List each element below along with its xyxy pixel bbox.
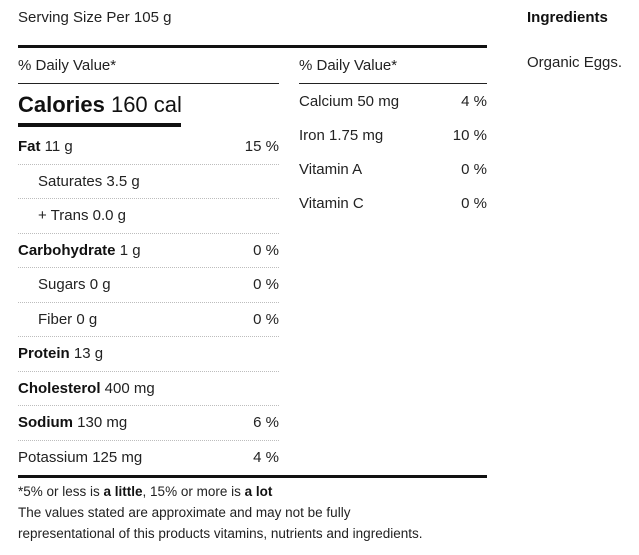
ingredients-title: Ingredients <box>527 9 608 26</box>
nutrient-amount: 130 mg <box>73 414 128 432</box>
footnote-line-2: The values stated are approximate and ma… <box>18 505 351 520</box>
calories-value: 160 cal <box>110 92 182 117</box>
footnote-lot: a lot <box>244 484 273 499</box>
nutrient-row: Fat 11 g 15 % <box>18 130 279 165</box>
calories-label: Calories <box>18 92 105 117</box>
nutrient-bold-label: Cholesterol <box>18 379 101 397</box>
right-column: % Daily Value* Calcium 50 mg 4 % Iron 1.75… <box>299 48 487 220</box>
left-column: % Daily Value* Calories 160 cal Fat 11 g… <box>18 48 279 475</box>
mineral-row: Calcium 50 mg 4 % <box>299 84 487 118</box>
calories-row: Calories 160 cal <box>18 84 279 127</box>
footnote-little: a little <box>103 484 143 499</box>
nutrient-bold-label: Sodium <box>18 414 73 432</box>
nutrient-bold-label: Carbohydrate <box>18 241 116 259</box>
nutrient-list: Fat 11 g 15 % Saturates 3.5 g + Trans 0.0 g… <box>18 130 279 475</box>
serving-size: Serving Size Per 105 g <box>18 9 172 26</box>
nutrient-name: Carbohydrate 1 g <box>18 242 141 259</box>
nutrient-amount: + Trans 0.0 g <box>38 207 126 225</box>
nutrient-percent: 0 % <box>253 241 279 259</box>
daily-value-header-right: % Daily Value* <box>299 48 487 84</box>
nutrient-name: Fiber 0 g <box>18 311 97 328</box>
nutrient-row: + Trans 0.0 g <box>18 199 279 234</box>
footnote-line-3: representational of this products vitami… <box>18 526 423 541</box>
nutrient-name: Saturates 3.5 g <box>18 173 140 190</box>
nutrient-row: Sugars 0 g 0 % <box>18 268 279 303</box>
nutrient-name: Fat 11 g <box>18 138 73 155</box>
mineral-list: Calcium 50 mg 4 % Iron 1.75 mg 10 % Vitamin … <box>299 84 487 220</box>
mineral-name: Vitamin A <box>299 160 363 178</box>
nutrient-row: Saturates 3.5 g <box>18 165 279 199</box>
mineral-name: Iron 1.75 mg <box>299 126 384 144</box>
mineral-row: Vitamin C 0 % <box>299 186 487 220</box>
nutrient-amount: Sugars 0 g <box>38 276 111 294</box>
nutrient-name: + Trans 0.0 g <box>18 207 126 224</box>
nutrient-row: Cholesterol 400 mg <box>18 372 279 406</box>
top-rule <box>18 45 487 48</box>
mineral-row: Vitamin A 0 % <box>299 152 487 186</box>
nutrient-amount: Fiber 0 g <box>38 310 98 328</box>
nutrient-amount: 400 mg <box>100 379 155 397</box>
nutrient-row: Potassium 125 mg 4 % <box>18 441 279 476</box>
mineral-percent: 4 % <box>461 92 487 110</box>
daily-value-header: % Daily Value* <box>18 48 279 84</box>
mineral-row: Iron 1.75 mg 10 % <box>299 118 487 152</box>
nutrient-amount: 1 g <box>115 241 141 259</box>
mineral-percent: 10 % <box>452 126 487 144</box>
nutrient-amount: Potassium 125 mg <box>18 449 143 467</box>
nutrient-name: Sodium 130 mg <box>18 414 127 431</box>
footnote-text: *5% or less is <box>18 484 104 499</box>
nutrient-row: Sodium 130 mg 6 % <box>18 406 279 441</box>
bottom-rule <box>18 475 487 478</box>
mineral-name: Vitamin C <box>299 194 364 212</box>
nutrient-percent: 0 % <box>253 276 279 294</box>
footnote-text: , 15% or more is <box>142 484 245 499</box>
nutrient-name: Cholesterol 400 mg <box>18 380 155 397</box>
nutrient-name: Protein 13 g <box>18 345 103 362</box>
nutrient-percent: 0 % <box>253 310 279 328</box>
mineral-percent: 0 % <box>461 160 487 178</box>
nutrient-name: Sugars 0 g <box>18 276 111 293</box>
nutrient-percent: 4 % <box>253 449 279 467</box>
mineral-name: Calcium 50 mg <box>299 92 400 110</box>
nutrient-amount: Saturates 3.5 g <box>38 172 140 190</box>
nutrient-bold-label: Fat <box>18 138 41 156</box>
nutrient-percent: 15 % <box>244 138 279 156</box>
calories-underline <box>18 123 181 127</box>
nutrient-percent: 6 % <box>253 414 279 432</box>
nutrient-row: Fiber 0 g 0 % <box>18 303 279 337</box>
nutrient-row: Carbohydrate 1 g 0 % <box>18 234 279 268</box>
nutrient-row: Protein 13 g <box>18 337 279 372</box>
nutrient-bold-label: Protein <box>18 345 70 363</box>
mineral-percent: 0 % <box>461 194 487 212</box>
footnote-line-1: *5% or less is a little, 15% or more is … <box>18 481 508 502</box>
footnote: *5% or less is a little, 15% or more is … <box>18 481 508 544</box>
nutrient-amount: 13 g <box>69 345 104 363</box>
nutrient-amount: 11 g <box>40 138 73 156</box>
ingredients-text: Organic Eggs. <box>527 54 623 71</box>
nutrient-name: Potassium 125 mg <box>18 449 142 466</box>
